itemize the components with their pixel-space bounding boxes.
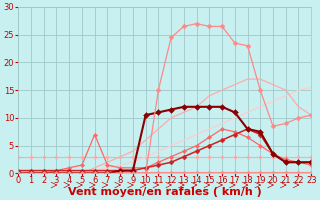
X-axis label: Vent moyen/en rafales ( km/h ): Vent moyen/en rafales ( km/h ) <box>68 187 262 197</box>
